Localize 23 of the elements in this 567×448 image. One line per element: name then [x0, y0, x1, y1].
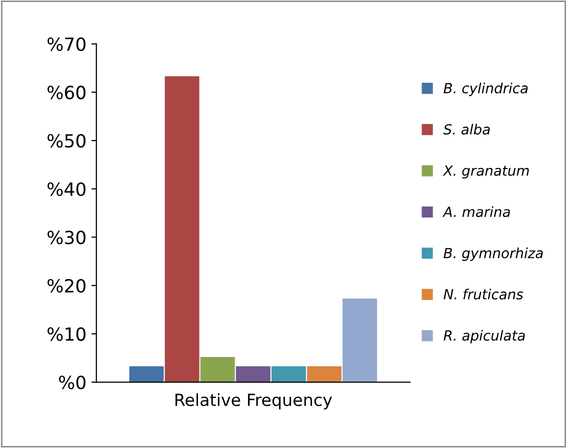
legend-label: S. alba [443, 124, 490, 135]
bar [129, 366, 164, 382]
y-tick-label: %50 [48, 134, 86, 148]
legend-label: R. apiculata [444, 330, 525, 344]
legend-label: B. gymnorhiza [444, 248, 543, 261]
bar [307, 366, 342, 382]
legend-label: B. cylindrica [444, 82, 528, 96]
x-axis-title: Relative Frequency [175, 393, 332, 410]
y-tick-label: %40 [48, 182, 86, 196]
y-tick-label: %10 [48, 327, 86, 341]
legend-label: X. granatum [442, 166, 529, 179]
bar [236, 366, 270, 382]
bar [200, 357, 235, 382]
bar [342, 298, 378, 382]
y-tick-label: %70 [48, 37, 86, 52]
bar [271, 366, 306, 382]
legend-label: A. marina [442, 206, 510, 218]
bar [164, 76, 200, 382]
y-tick-label: %30 [48, 230, 86, 244]
legend-label: N. fruticans [444, 288, 524, 300]
y-tick-label: %60 [48, 86, 86, 100]
y-tick-label: %0 [59, 376, 86, 390]
y-tick-label: %20 [48, 278, 86, 293]
